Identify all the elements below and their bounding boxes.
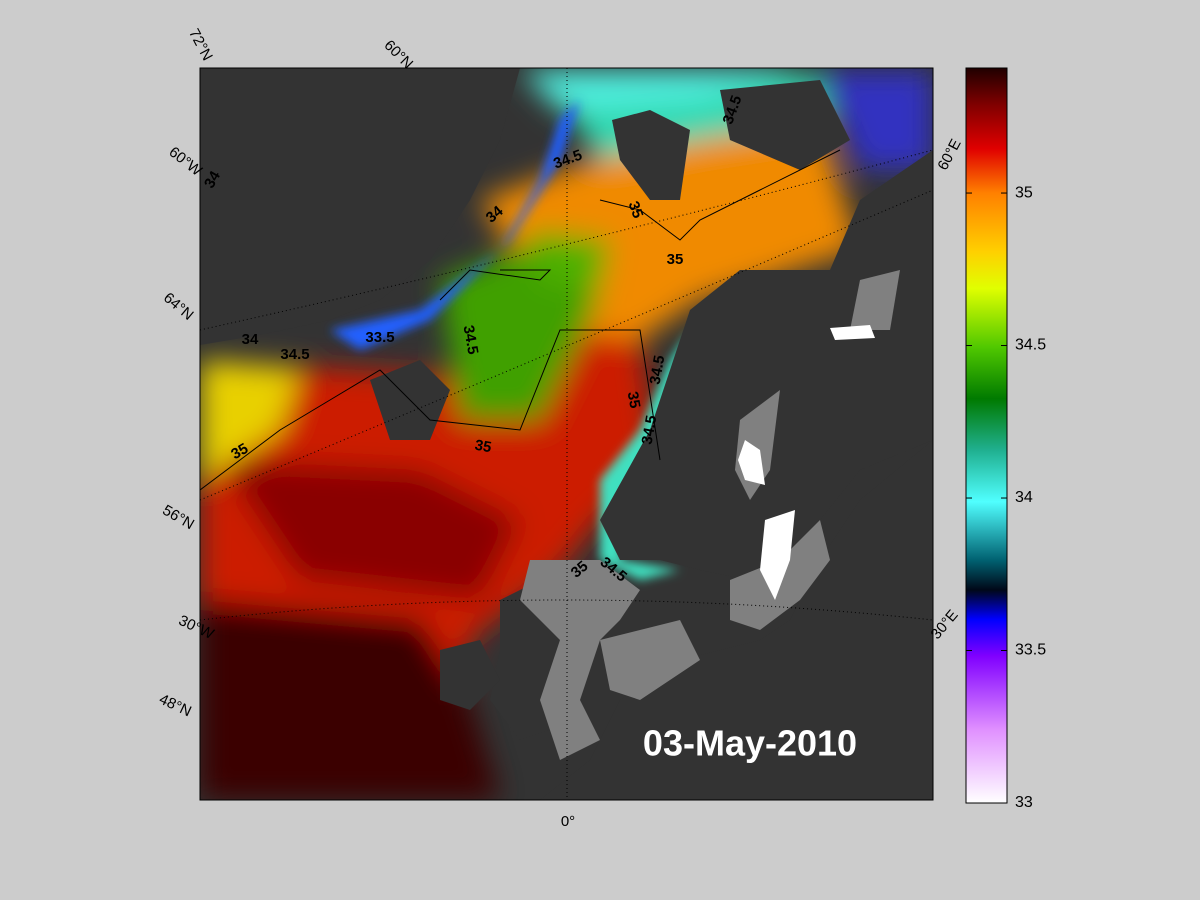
graticule-label: 60°E	[934, 136, 964, 173]
colorbar	[965, 67, 1008, 804]
land	[200, 68, 933, 800]
contour-label: 34.5	[639, 414, 661, 446]
contour-label: 34.5	[647, 354, 669, 386]
graticule-label: 0°	[561, 813, 575, 830]
contour-label: 34.5	[280, 346, 309, 363]
graticule-label: 48°N	[156, 691, 194, 721]
graticule-label: 64°N	[160, 289, 197, 324]
graticule-label: 72°N	[185, 26, 216, 64]
contour-label: 35	[625, 199, 647, 220]
contour-label: 35	[667, 251, 684, 268]
colorbar-tick-label: 34	[1015, 489, 1033, 506]
contours	[200, 149, 841, 491]
contour-label: 34	[201, 168, 224, 192]
contour-label: 34	[242, 331, 259, 348]
colorbar-tick-label: 33.5	[1015, 642, 1046, 659]
graticule	[200, 68, 933, 800]
contour-label: 35	[473, 437, 492, 457]
date-label: 03-May-2010	[643, 723, 857, 764]
graticule-label: 60°N	[381, 37, 417, 73]
contour-label: 34.5	[460, 324, 482, 356]
salinity-field	[200, 68, 933, 800]
contour-label: 33.5	[365, 329, 394, 346]
graticule-label: 56°N	[160, 502, 198, 533]
colorbar-tick-label: 35	[1015, 184, 1033, 201]
colorbar-tick-label: 34.5	[1015, 337, 1046, 354]
contour-label: 35	[624, 390, 644, 409]
ice	[738, 325, 875, 600]
colorbar-ticks: 33 33.5 34 34.5 35	[966, 184, 1046, 811]
contour-label: 35	[228, 440, 251, 463]
salinity-map	[200, 68, 933, 800]
colorbar-tick-label: 33	[1015, 794, 1033, 811]
